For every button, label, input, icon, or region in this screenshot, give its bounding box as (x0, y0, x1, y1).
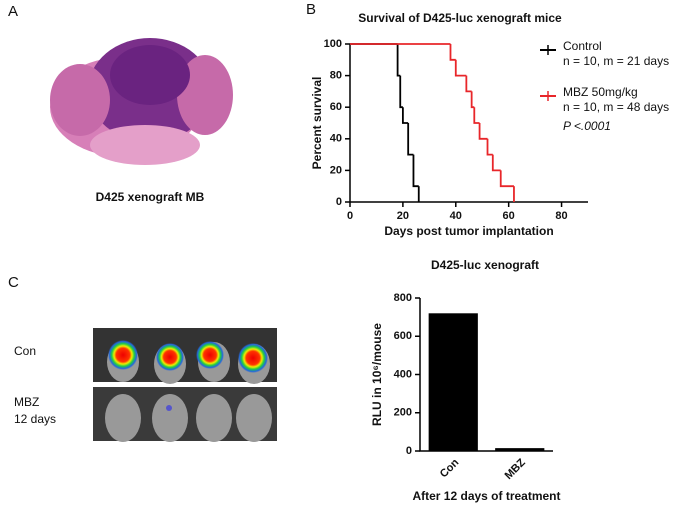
survival-step (449, 44, 456, 61)
legend-label: MBZ 50mg/kg (563, 85, 638, 99)
x-axis-label: Days post tumor implantation (384, 224, 553, 238)
survival-step (470, 91, 475, 109)
survival-step (473, 107, 480, 124)
y-tick-label: 0 (406, 445, 412, 457)
x-tick-label: Con (438, 456, 462, 480)
chart-title: Survival of D425-luc xenograft mice (358, 11, 562, 25)
y-tick-label: 20 (330, 164, 342, 176)
chart-title: D425-luc xenograft (431, 258, 539, 272)
y-tick-label: 800 (394, 292, 412, 304)
legend-detail: n = 10, m = 21 days (563, 54, 669, 68)
annotation: P <.0001 (563, 119, 611, 133)
survival-step (412, 154, 419, 188)
y-tick-label: 60 (330, 101, 342, 113)
survival-step (491, 154, 501, 172)
x-tick-label: MBZ (503, 456, 529, 482)
panel-label: C (8, 274, 19, 291)
survival-step (407, 123, 414, 156)
y-tick-label: 40 (330, 133, 342, 145)
y-axis-label: RLU in 10⁶/mouse (370, 323, 384, 426)
histology-caption: D425 xenograft MB (96, 190, 205, 204)
panel-label: A (8, 3, 18, 20)
survival-step (396, 44, 401, 77)
x-tick-label: 20 (397, 210, 409, 222)
y-tick-label: 100 (324, 38, 342, 50)
panel-label: B (306, 1, 316, 18)
y-tick-label: 400 (394, 368, 412, 380)
survival-step (401, 107, 409, 124)
imaging-panel (93, 328, 277, 442)
y-tick-label: 0 (336, 196, 342, 208)
y-axis-label: Percent survival (310, 77, 324, 170)
x-tick-label: 40 (450, 210, 462, 222)
histology-image (50, 38, 233, 165)
y-tick-label: 600 (394, 330, 412, 342)
survival-step (454, 59, 467, 77)
y-tick-label: 200 (394, 407, 412, 419)
axes (349, 44, 588, 203)
survival-step (399, 75, 403, 109)
legend-detail: n = 10, m = 48 days (563, 100, 669, 114)
bar (428, 313, 478, 451)
x-axis-label: After 12 days of treatment (412, 489, 560, 503)
y-tick-label: 80 (330, 70, 342, 82)
x-tick-label: 80 (555, 210, 567, 222)
survival-step (499, 170, 514, 188)
bar (495, 448, 545, 451)
survival-step (465, 75, 472, 93)
imaging-label: Con (14, 344, 36, 358)
survival-step (478, 123, 488, 140)
x-tick-label: 60 (503, 210, 515, 222)
survival-step (486, 138, 493, 156)
x-tick-label: 0 (347, 210, 353, 222)
imaging-label: MBZ (14, 395, 39, 409)
legend-label: Control (563, 39, 602, 53)
imaging-label: 12 days (14, 412, 56, 426)
